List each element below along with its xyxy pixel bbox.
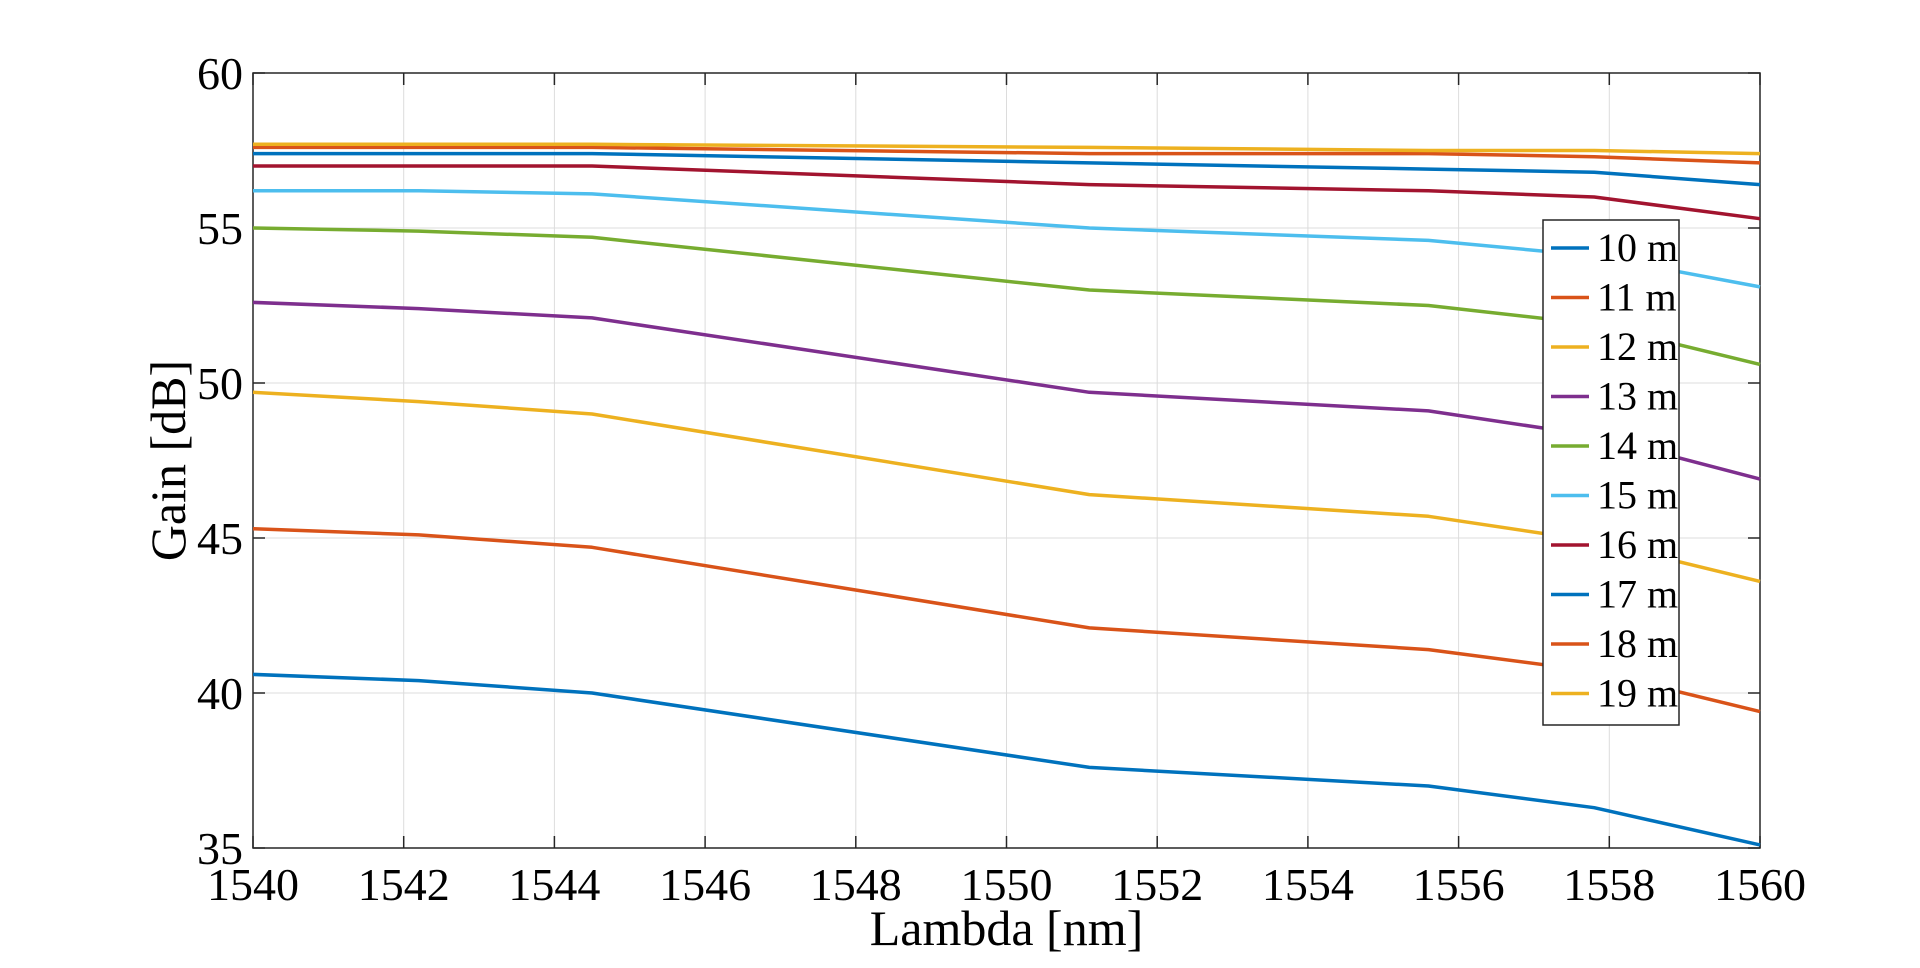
legend-label: 14 m bbox=[1597, 423, 1678, 468]
series-line-18m bbox=[253, 145, 1761, 165]
series-line-17m bbox=[253, 151, 1761, 187]
legend-label: 18 m bbox=[1597, 621, 1678, 666]
legend: 10 m 11 m12 m 13 m14 m 15 m16 m 17 m18 m 19 m bbox=[1542, 219, 1680, 726]
legend-label: 12 m bbox=[1597, 324, 1678, 369]
legend-box bbox=[1542, 219, 1680, 726]
x-tick-label: 1548 bbox=[810, 859, 902, 910]
legend-label: 17 m bbox=[1597, 572, 1678, 617]
y-tick-label: 40 bbox=[197, 668, 243, 719]
series-line-16m bbox=[253, 164, 1761, 221]
x-tick-labels: 1540 1542 1544 1546 1548 1550 1552 1554 1556 1558… bbox=[207, 859, 1806, 910]
y-tick-label: 45 bbox=[197, 513, 243, 564]
x-tick-label: 1540 bbox=[207, 859, 299, 910]
y-tick-label: 60 bbox=[197, 48, 243, 99]
legend-label: 19 m bbox=[1597, 671, 1678, 716]
x-axis-label: Lambda [nm] bbox=[870, 900, 1144, 956]
x-tick-label: 1558 bbox=[1563, 859, 1655, 910]
legend-label: 15 m bbox=[1597, 473, 1678, 518]
legend-label: 10 m bbox=[1597, 225, 1678, 270]
x-tick-label: 1552 bbox=[1111, 859, 1203, 910]
y-axis-label: Gain [dB] bbox=[140, 360, 196, 561]
y-tick-label: 55 bbox=[197, 203, 243, 254]
y-tick-labels: 35 40 45 50 55 60 bbox=[197, 48, 243, 874]
legend-label: 11 m bbox=[1597, 275, 1677, 320]
series-line-19m bbox=[253, 142, 1761, 156]
x-tick-label: 1560 bbox=[1714, 859, 1806, 910]
x-tick-label: 1542 bbox=[358, 859, 450, 910]
y-tick-label: 35 bbox=[197, 823, 243, 874]
x-tick-label: 1550 bbox=[961, 859, 1053, 910]
tick-marks bbox=[252, 72, 1761, 849]
legend-label: 13 m bbox=[1597, 374, 1678, 419]
y-tick-label: 50 bbox=[197, 358, 243, 409]
legend-label: 16 m bbox=[1597, 522, 1678, 567]
x-tick-label: 1556 bbox=[1413, 859, 1505, 910]
x-tick-label: 1546 bbox=[659, 859, 751, 910]
x-tick-label: 1544 bbox=[508, 859, 600, 910]
series-line-10m bbox=[252, 672, 1761, 847]
x-tick-label: 1554 bbox=[1262, 859, 1354, 910]
